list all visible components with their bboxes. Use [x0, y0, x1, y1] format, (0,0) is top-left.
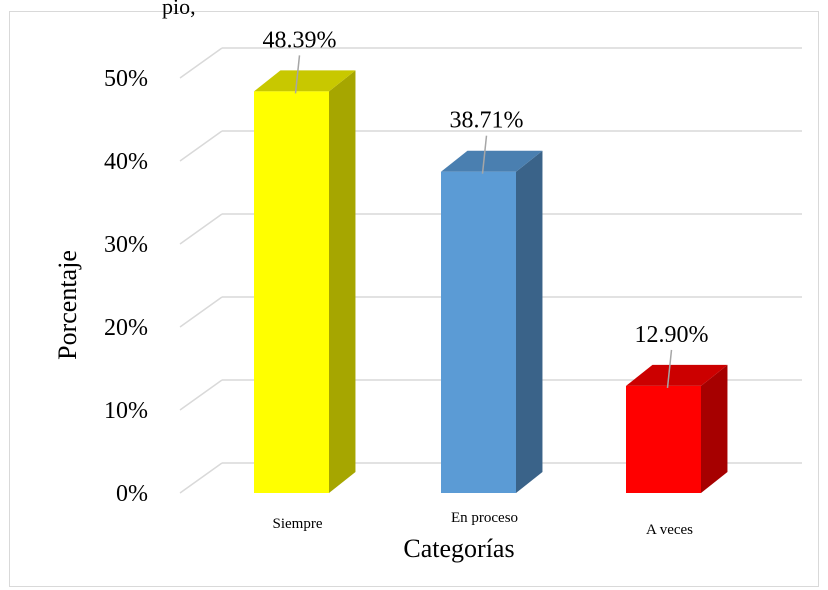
- bar-side: [701, 364, 728, 493]
- data-label: 12.90%: [635, 322, 709, 348]
- data-label-leader: [481, 135, 488, 174]
- bar-front: [626, 385, 701, 493]
- cropped-caption-text: pio,: [162, 0, 196, 19]
- data-labels: 48.39% 38.71% 12.90%: [263, 27, 709, 389]
- bar-side: [329, 70, 356, 493]
- category-label: A veces: [646, 522, 693, 538]
- bar-siempre: [254, 70, 356, 493]
- bar-a-veces: [626, 364, 728, 493]
- gridline-side: [179, 296, 223, 328]
- y-tick-label: 50%: [104, 66, 148, 92]
- y-tick-label: 20%: [104, 315, 148, 341]
- gridline-side: [179, 462, 223, 494]
- y-tick-label: 40%: [104, 149, 148, 175]
- gridline-side: [179, 130, 223, 162]
- bars: [254, 70, 728, 493]
- bar-top: [254, 70, 356, 92]
- x-axis-title: Categorías: [403, 534, 514, 563]
- y-tick-label: 0%: [116, 481, 148, 507]
- bar-side: [516, 150, 543, 493]
- category-labels: Siempre En proceso A veces: [273, 510, 694, 538]
- y-tick-label: 10%: [104, 398, 148, 424]
- gridline-side: [179, 379, 223, 411]
- y-tick-label: 30%: [104, 232, 148, 258]
- y-tick-labels: 0% 10% 20% 30% 40% 50%: [104, 66, 148, 507]
- bar-top: [626, 364, 728, 386]
- bar-top: [441, 150, 543, 172]
- bar-front: [441, 171, 516, 493]
- data-label-leader: [294, 55, 301, 94]
- bar-en-proceso: [441, 150, 543, 493]
- gridline-side: [179, 47, 223, 79]
- data-label-leader: [666, 349, 673, 389]
- data-label: 38.71%: [450, 108, 524, 134]
- data-label: 48.39%: [263, 27, 337, 53]
- category-label: Siempre: [273, 516, 323, 532]
- bar-front: [254, 91, 329, 493]
- category-label: En proceso: [451, 510, 518, 526]
- gridline-side: [179, 213, 223, 245]
- y-axis-title: Porcentaje: [53, 250, 82, 360]
- chart-frame: [9, 11, 819, 587]
